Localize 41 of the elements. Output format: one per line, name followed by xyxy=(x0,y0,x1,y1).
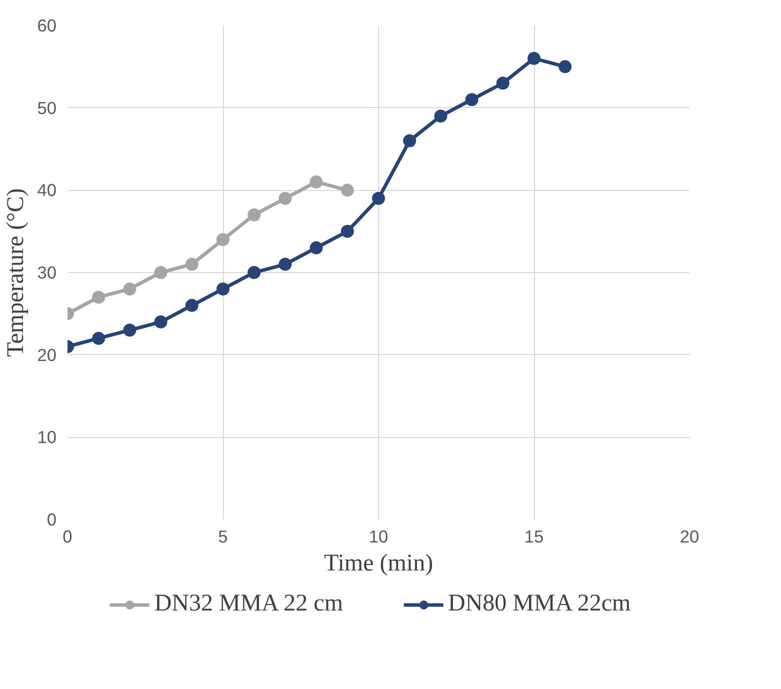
x-tick-label: 15 xyxy=(524,526,544,546)
point xyxy=(465,93,478,106)
point xyxy=(310,175,323,188)
point xyxy=(123,282,136,296)
x-tick-label: 0 xyxy=(62,526,72,546)
point xyxy=(496,76,510,90)
x-tick-label: 20 xyxy=(680,526,700,546)
x-tick-label: 10 xyxy=(368,526,388,546)
x-tick-label: 5 xyxy=(218,526,228,546)
point xyxy=(340,184,354,197)
point xyxy=(372,192,385,205)
point xyxy=(528,52,540,65)
point xyxy=(278,192,292,205)
point xyxy=(92,332,106,345)
legend-label: DN32 MMA 22 cm xyxy=(154,590,343,618)
point xyxy=(154,315,168,328)
y-tick-label: 30 xyxy=(37,262,57,282)
point xyxy=(278,258,292,271)
y-tick-label: 50 xyxy=(37,98,57,118)
point xyxy=(248,266,261,279)
y-tick-label: 10 xyxy=(37,427,57,448)
point xyxy=(340,224,354,238)
x-axis-title: Time (min) xyxy=(324,550,434,576)
point xyxy=(310,241,323,254)
point xyxy=(403,134,416,148)
y-tick-label: 60 xyxy=(37,16,57,36)
point xyxy=(185,298,198,312)
point xyxy=(248,208,261,222)
legend-label: DN80 MMA 22cm xyxy=(448,590,631,618)
y-tick-label: 0 xyxy=(46,510,57,530)
y-axis-title: Temperature (°C) xyxy=(3,188,30,357)
y-tick-label: 40 xyxy=(37,180,57,200)
point xyxy=(123,324,136,337)
point xyxy=(154,266,168,279)
point xyxy=(558,60,572,74)
point xyxy=(92,290,106,304)
y-tick-label: 20 xyxy=(37,344,57,365)
point xyxy=(434,110,448,123)
point xyxy=(216,233,230,246)
point xyxy=(216,282,230,296)
point xyxy=(185,258,198,271)
